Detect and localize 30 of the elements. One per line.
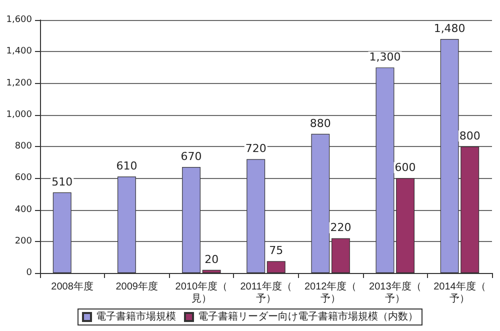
data-label: 1,480 [434,22,466,35]
data-label: 670 [180,150,202,164]
data-label: 510 [52,175,73,188]
data-label: 20 [204,252,219,266]
y-tick-label: 800 [14,142,32,152]
x-tick-label: 2010年度（見） [175,280,228,304]
data-label: 1,300 [369,50,401,64]
y-tick-label: 1,600 [6,15,32,25]
x-tick-label: 2014年度（予） [434,280,486,304]
x-tick-label: 2009年度 [116,280,158,292]
y-tick-label: 200 [14,236,32,246]
legend-label: 電子書籍リーダー向け電子書籍市場規模（内数） [198,310,418,322]
data-label: 220 [330,221,352,234]
x-tick-label: 2012年度（予） [304,280,357,304]
y-tick-label: 0 [26,268,32,278]
y-tick-label: 600 [14,173,32,184]
legend-label: 電子書籍市場規模 [96,310,176,322]
y-tick-label: 1,000 [6,110,32,120]
data-label: 610 [116,160,138,173]
y-tick-label: 400 [14,204,32,215]
x-tick-label: 2013年度（予） [369,280,422,304]
x-tick-label: 2008年度 [51,280,94,292]
data-label: 800 [459,130,480,142]
data-label: 75 [269,244,284,258]
data-label: 720 [245,142,266,156]
x-tick-label: 2011年度（予） [240,280,292,304]
y-tick-label: 1,400 [6,46,32,57]
y-tick-label: 1,200 [6,78,32,88]
data-label: 600 [394,161,416,174]
data-label: 880 [310,116,331,130]
